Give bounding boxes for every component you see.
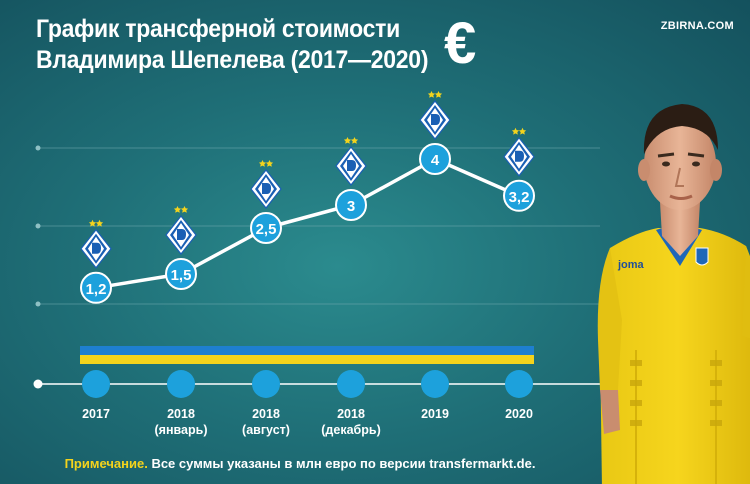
grid-dot bbox=[35, 145, 41, 151]
grid-dot bbox=[35, 301, 41, 307]
logo-letter bbox=[431, 114, 440, 125]
data-point bbox=[335, 189, 367, 221]
chart-title-line-1: График трансферной стоимости bbox=[36, 15, 400, 43]
data-point bbox=[419, 143, 451, 175]
timeline-marker bbox=[505, 370, 533, 398]
timeline-marker bbox=[167, 370, 195, 398]
data-point bbox=[250, 212, 282, 244]
data-point bbox=[165, 258, 197, 290]
timeline-marker bbox=[252, 370, 280, 398]
data-label: 3,2 bbox=[509, 189, 530, 206]
dynamo-logo-icon bbox=[503, 127, 535, 177]
data-label: 2,5 bbox=[256, 221, 277, 238]
x-tick-label: (январь) bbox=[155, 423, 208, 437]
grid-dot bbox=[35, 223, 41, 229]
dynamo-logo-icon bbox=[335, 137, 367, 186]
star-icon bbox=[350, 137, 359, 144]
star-icon bbox=[343, 137, 352, 144]
series-line bbox=[94, 157, 521, 290]
star-icon bbox=[265, 160, 274, 167]
star-icon bbox=[88, 219, 97, 227]
x-tick-label: 2019 bbox=[421, 407, 449, 421]
star-icon bbox=[258, 160, 267, 167]
x-tick-label: 2020 bbox=[505, 407, 533, 421]
x-tick-label: (август) bbox=[242, 423, 290, 437]
euro-icon: € bbox=[444, 11, 477, 76]
chart-title: График трансферной стоимости Владимира Ш… bbox=[36, 14, 428, 76]
brand-logo-text: ZBIRNA.COM bbox=[660, 20, 734, 32]
x-tick-label: 2018 bbox=[167, 407, 195, 421]
logo-letter bbox=[515, 150, 524, 162]
star-icon bbox=[173, 206, 182, 213]
footnote-label: Примечание. bbox=[64, 456, 148, 471]
player-photo: joma bbox=[597, 104, 750, 484]
dynamo-logo-icon bbox=[165, 206, 197, 255]
timeline-start-dot bbox=[33, 379, 43, 389]
star-icon bbox=[518, 127, 527, 135]
logo-letter bbox=[92, 242, 101, 254]
star-icon bbox=[95, 219, 104, 227]
data-point bbox=[80, 271, 112, 304]
dynamo-logo-icon bbox=[250, 160, 282, 209]
data-label: 4 bbox=[431, 152, 440, 169]
star-icon bbox=[427, 91, 436, 98]
svg-text:joma: joma bbox=[617, 259, 645, 271]
chart-title-line-2: Владимира Шепелева (2017—2020) bbox=[36, 46, 429, 74]
x-tick-label: (декабрь) bbox=[321, 423, 380, 437]
footnote-text: Все суммы указаны в млн евро по версии t… bbox=[147, 456, 536, 471]
x-tick-label: 2018 bbox=[337, 407, 365, 421]
star-icon bbox=[180, 206, 189, 213]
star-icon bbox=[511, 127, 520, 135]
x-tick-label: 2018 bbox=[252, 407, 280, 421]
dynamo-logo-icon bbox=[80, 219, 112, 269]
logo-letter bbox=[177, 229, 186, 240]
flag-stripe-blue bbox=[80, 346, 534, 355]
star-icon bbox=[434, 91, 443, 98]
footnote: Примечание. Все суммы указаны в млн евро… bbox=[0, 456, 600, 471]
grid bbox=[35, 145, 600, 307]
x-tick-label: 2017 bbox=[82, 407, 110, 421]
data-label: 3 bbox=[347, 198, 355, 215]
logo-letter bbox=[262, 183, 271, 194]
dynamo-logo-icon bbox=[419, 91, 451, 140]
logo-letter bbox=[347, 160, 356, 171]
timeline-marker bbox=[82, 370, 110, 398]
data-label: 1,2 bbox=[86, 281, 107, 298]
timeline-marker bbox=[421, 370, 449, 398]
timeline-marker bbox=[337, 370, 365, 398]
data-point bbox=[503, 179, 535, 212]
data-label: 1,5 bbox=[171, 267, 192, 284]
flag-stripe-yellow bbox=[80, 355, 534, 364]
